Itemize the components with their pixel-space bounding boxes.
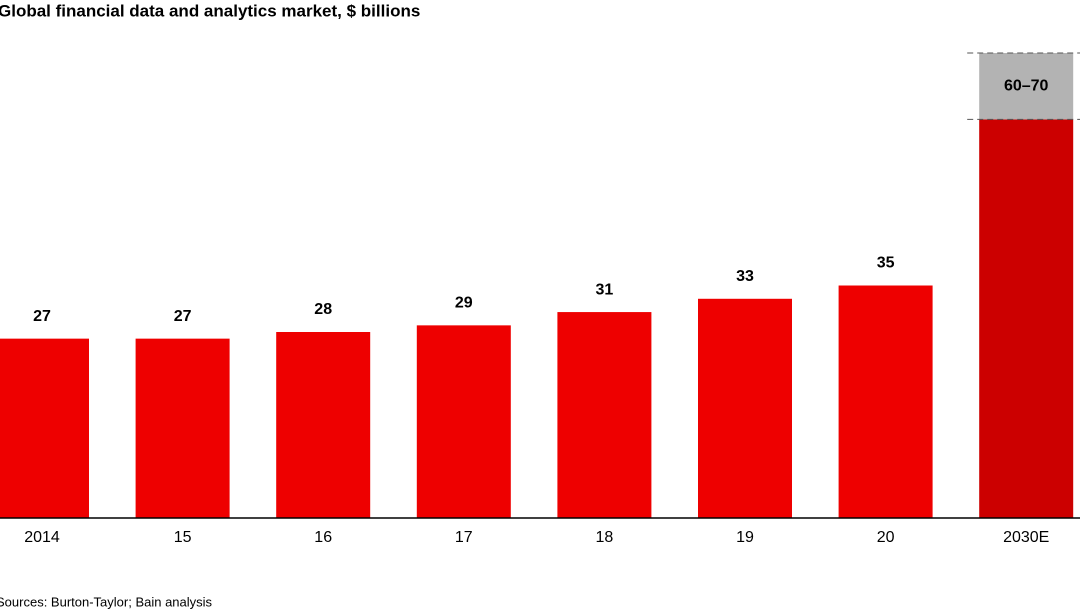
bar (979, 119, 1074, 518)
bar (135, 338, 230, 518)
x-tick-label: 2030E (1003, 529, 1049, 546)
source-note: Sources: Burton-Taylor; Bain analysis (0, 594, 213, 609)
range-band (979, 53, 1074, 120)
x-tick-label: 16 (314, 529, 332, 546)
x-tick-label: 17 (455, 529, 473, 546)
range-label: 60–70 (1004, 77, 1049, 94)
value-label: 31 (596, 281, 614, 298)
bar (0, 338, 89, 518)
bar (276, 332, 371, 518)
value-label: 27 (174, 308, 192, 325)
value-label: 28 (314, 301, 332, 318)
value-label: 35 (877, 255, 895, 272)
x-tick-label: 2014 (24, 529, 60, 546)
value-label: 33 (736, 268, 754, 285)
x-tick-label: 15 (174, 529, 192, 546)
bar (838, 285, 933, 518)
x-tick-label: 19 (736, 529, 754, 546)
x-tick-label: 20 (877, 529, 895, 546)
bar (416, 325, 511, 518)
value-label: 27 (33, 308, 51, 325)
value-label: 29 (455, 295, 473, 312)
bar (698, 298, 792, 518)
chart-title: Global financial data and analytics mark… (0, 1, 420, 20)
bar (557, 312, 652, 518)
x-tick-label: 18 (596, 529, 614, 546)
